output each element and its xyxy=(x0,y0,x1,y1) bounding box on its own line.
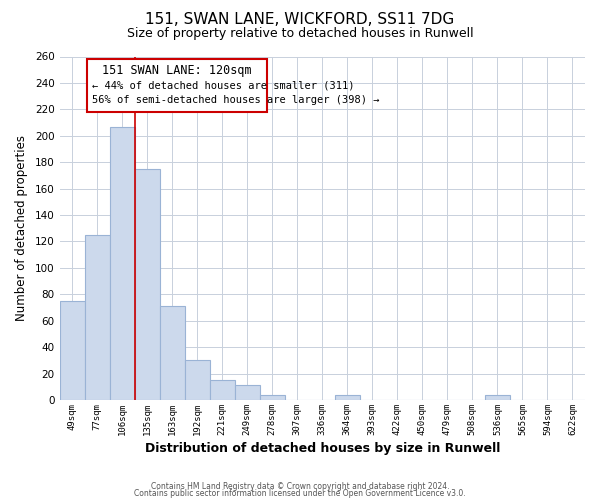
FancyBboxPatch shape xyxy=(87,59,267,112)
Text: Contains public sector information licensed under the Open Government Licence v3: Contains public sector information licen… xyxy=(134,489,466,498)
Text: ← 44% of detached houses are smaller (311): ← 44% of detached houses are smaller (31… xyxy=(92,80,355,90)
Bar xyxy=(485,394,510,400)
Bar xyxy=(185,360,209,400)
Bar xyxy=(85,235,110,400)
Text: 151 SWAN LANE: 120sqm: 151 SWAN LANE: 120sqm xyxy=(103,64,252,78)
X-axis label: Distribution of detached houses by size in Runwell: Distribution of detached houses by size … xyxy=(145,442,500,455)
Bar xyxy=(235,386,260,400)
Bar xyxy=(110,126,134,400)
Bar xyxy=(59,301,85,400)
Bar xyxy=(335,394,360,400)
Text: Size of property relative to detached houses in Runwell: Size of property relative to detached ho… xyxy=(127,28,473,40)
Text: 56% of semi-detached houses are larger (398) →: 56% of semi-detached houses are larger (… xyxy=(92,95,380,105)
Bar xyxy=(160,306,185,400)
Text: Contains HM Land Registry data © Crown copyright and database right 2024.: Contains HM Land Registry data © Crown c… xyxy=(151,482,449,491)
Bar xyxy=(209,380,235,400)
Y-axis label: Number of detached properties: Number of detached properties xyxy=(15,136,28,322)
Bar xyxy=(260,394,285,400)
Bar xyxy=(134,169,160,400)
Text: 151, SWAN LANE, WICKFORD, SS11 7DG: 151, SWAN LANE, WICKFORD, SS11 7DG xyxy=(145,12,455,28)
